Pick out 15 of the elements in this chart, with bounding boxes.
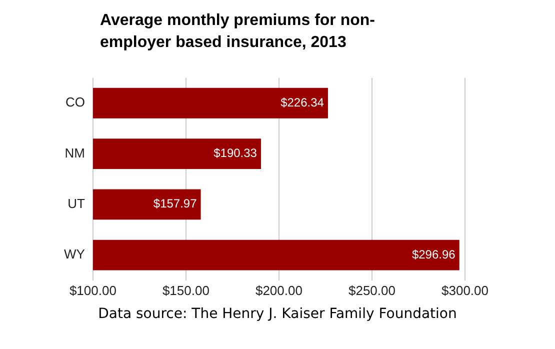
data-label: $157.97 <box>153 196 198 211</box>
y-tick-label: UT <box>68 196 85 212</box>
source-note: Data source: The Henry J. Kaiser Family Foundation <box>97 306 458 322</box>
y-tick-label: NM <box>64 145 85 160</box>
x-tick-label: $250.00 <box>348 282 396 298</box>
y-tick-label: WY <box>64 246 86 262</box>
data-label: $226.34 <box>280 95 324 110</box>
chart-title: Average monthly premiums for non-employer based insurance, 2013 <box>100 11 376 53</box>
x-tick-label: $150.00 <box>162 282 210 298</box>
data-label: $190.33 <box>214 146 258 160</box>
data-label: $296.96 <box>412 247 456 262</box>
x-tick-label: $100.00 <box>69 282 116 298</box>
x-tick-label: $200.00 <box>255 282 302 298</box>
y-tick-label: CO <box>65 94 85 110</box>
x-tick-label: $300.00 <box>442 282 488 298</box>
